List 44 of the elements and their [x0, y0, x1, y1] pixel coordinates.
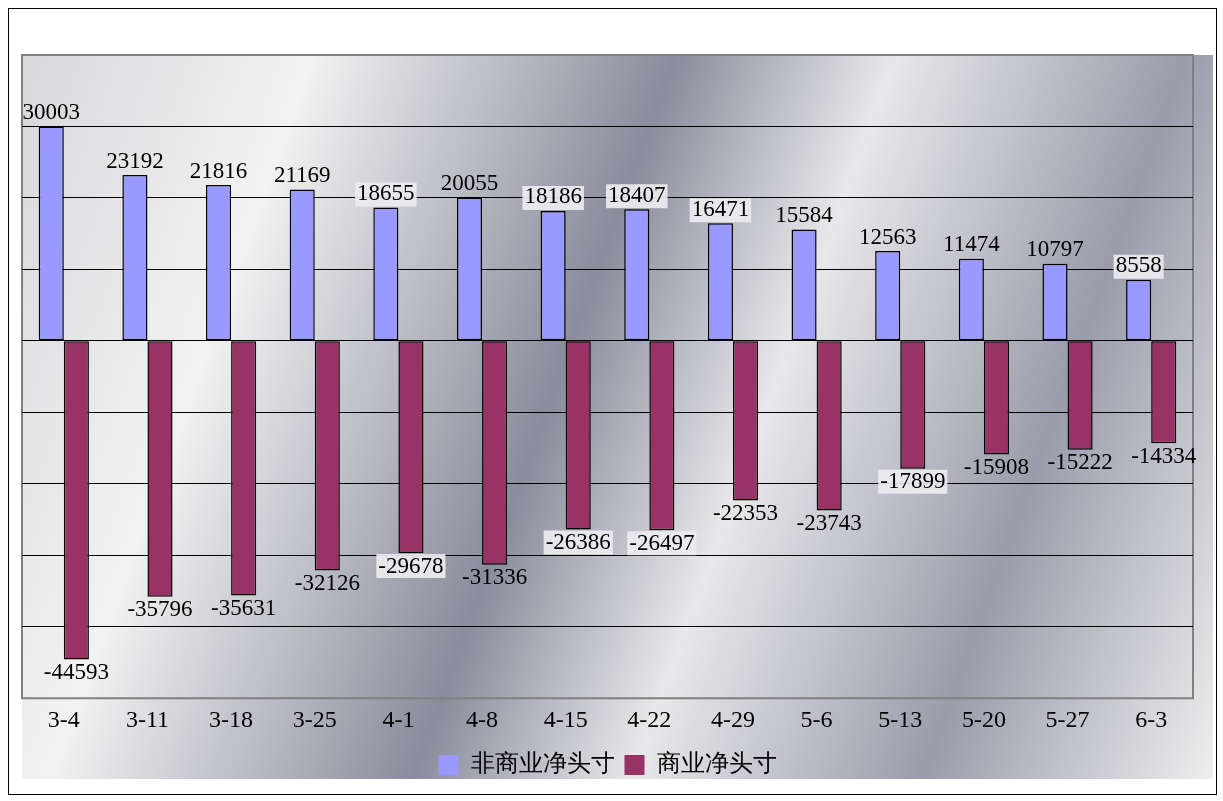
data-label: 20055 — [440, 170, 499, 196]
data-label: 12563 — [858, 223, 917, 249]
data-label: -35796 — [127, 596, 193, 622]
x-tick-label: 3-11 — [125, 705, 170, 732]
x-tick-label: 4-8 — [466, 705, 499, 732]
data-label: 11474 — [943, 231, 1001, 257]
data-label: -35631 — [211, 595, 277, 621]
data-label: 18186 — [524, 183, 582, 209]
x-tick-label: 5-20 — [961, 705, 1006, 732]
data-label: 15584 — [775, 202, 834, 228]
x-tick-label: 4-1 — [382, 705, 415, 732]
x-tick-label: 3-25 — [292, 705, 337, 732]
data-label: 21816 — [189, 157, 248, 183]
data-label: 18655 — [357, 180, 415, 206]
data-label: -15908 — [963, 454, 1030, 480]
data-label: -29678 — [378, 552, 444, 578]
data-label: -15222 — [1047, 449, 1113, 475]
data-label: 18407 — [608, 181, 666, 207]
data-label: -44593 — [43, 659, 109, 685]
data-label: 23192 — [106, 147, 164, 173]
data-label: -22353 — [712, 500, 779, 526]
data-label: -23743 — [796, 510, 862, 536]
data-label: -32126 — [294, 570, 360, 596]
x-tick-label: 4-15 — [543, 705, 588, 732]
legend-label: 商业净头寸 — [656, 750, 777, 777]
x-tick-label: 4-22 — [627, 705, 672, 732]
x-tick-label: 5-27 — [1045, 705, 1090, 732]
data-label: -14334 — [1131, 442, 1197, 468]
data-label: 8558 — [1115, 252, 1162, 278]
data-label: 21169 — [273, 162, 331, 188]
data-label: 30003 — [22, 98, 81, 124]
data-label: 16471 — [691, 195, 750, 221]
data-label: -17899 — [880, 468, 946, 494]
data-label: -26497 — [629, 529, 695, 555]
x-tick-label: 3-18 — [209, 705, 254, 732]
legend-label: 非商业净头寸 — [470, 750, 615, 777]
x-tick-label: 6-3 — [1135, 705, 1168, 732]
x-tick-label: 5-13 — [878, 705, 923, 732]
data-label: -31336 — [462, 564, 528, 590]
data-label: -26386 — [545, 528, 611, 554]
data-label: 10797 — [1026, 236, 1084, 262]
x-tick-label: 4-29 — [710, 705, 755, 732]
x-tick-label: 5-6 — [800, 705, 833, 732]
x-tick-label: 3-4 — [47, 705, 80, 732]
